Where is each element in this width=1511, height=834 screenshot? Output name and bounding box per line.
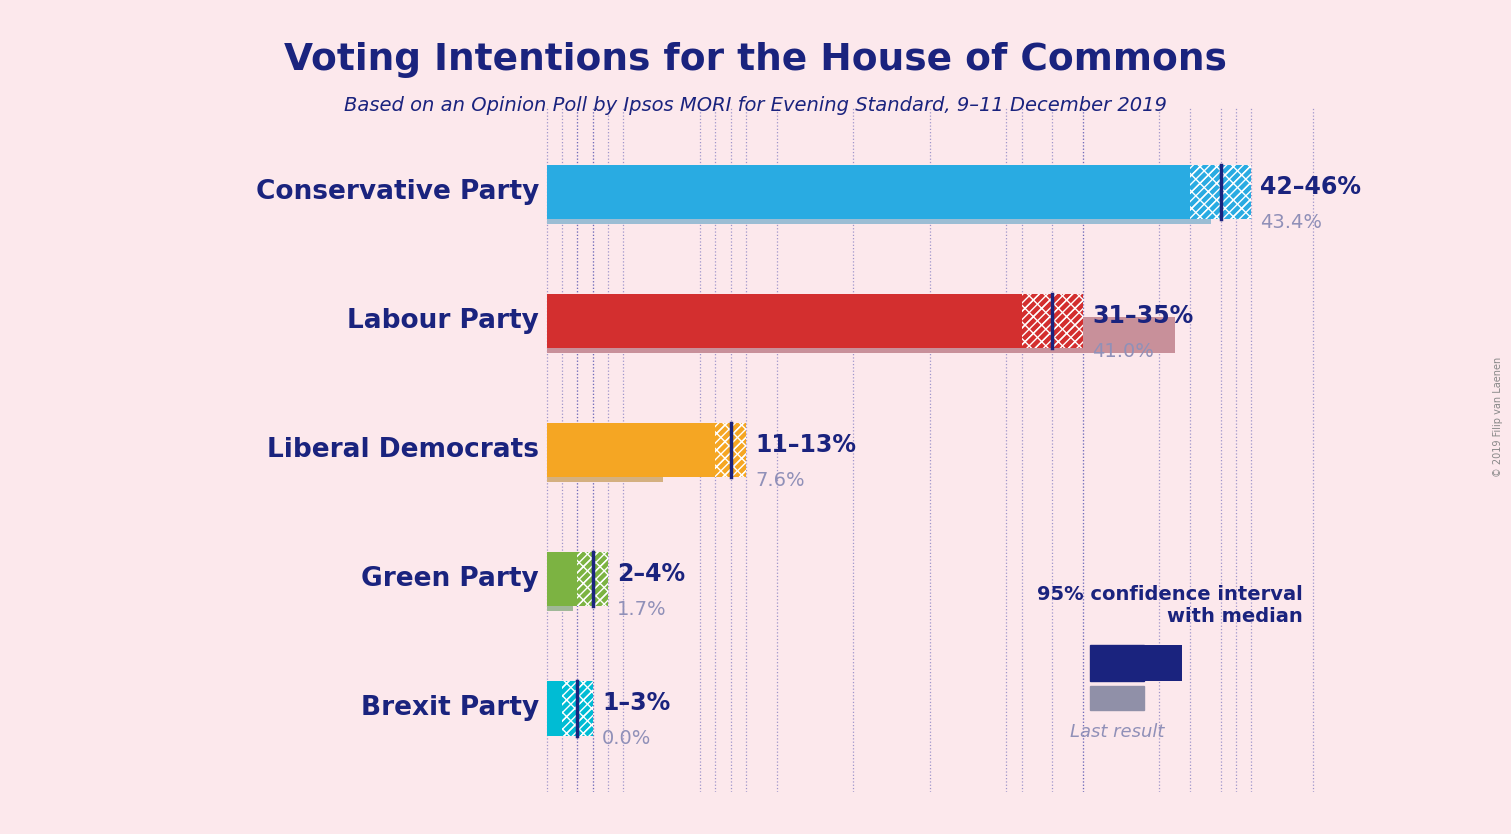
Bar bbox=[1021, 294, 1083, 349]
Bar bbox=[715, 424, 746, 477]
Text: 42–46%: 42–46% bbox=[1260, 175, 1361, 198]
Bar bbox=[547, 294, 1021, 349]
Text: Conservative Party: Conservative Party bbox=[255, 179, 539, 205]
Text: 1.7%: 1.7% bbox=[618, 600, 666, 619]
Bar bbox=[577, 552, 607, 606]
Bar bbox=[1091, 686, 1144, 710]
Bar bbox=[1191, 165, 1251, 219]
Bar bbox=[547, 575, 573, 611]
Text: Green Party: Green Party bbox=[361, 566, 539, 592]
Text: 41.0%: 41.0% bbox=[1092, 342, 1154, 360]
Bar bbox=[547, 424, 715, 477]
Bar bbox=[547, 552, 577, 606]
Bar bbox=[547, 165, 1191, 219]
Bar bbox=[1091, 646, 1144, 681]
Text: Brexit Party: Brexit Party bbox=[361, 696, 539, 721]
Text: 2–4%: 2–4% bbox=[618, 562, 686, 586]
Text: 95% confidence interval
with median: 95% confidence interval with median bbox=[1037, 585, 1302, 626]
Text: © 2019 Filip van Laenen: © 2019 Filip van Laenen bbox=[1493, 357, 1503, 477]
Text: 11–13%: 11–13% bbox=[756, 433, 857, 457]
Text: 7.6%: 7.6% bbox=[756, 470, 805, 490]
Text: Liberal Democrats: Liberal Democrats bbox=[267, 437, 539, 464]
Text: Voting Intentions for the House of Commons: Voting Intentions for the House of Commo… bbox=[284, 42, 1227, 78]
Bar bbox=[577, 552, 607, 606]
Bar bbox=[715, 424, 746, 477]
Bar bbox=[562, 681, 592, 736]
Bar bbox=[547, 317, 1174, 353]
Text: Based on an Opinion Poll by Ipsos MORI for Evening Standard, 9–11 December 2019: Based on an Opinion Poll by Ipsos MORI f… bbox=[345, 96, 1166, 115]
Text: Last result: Last result bbox=[1070, 722, 1165, 741]
Text: 0.0%: 0.0% bbox=[601, 729, 651, 748]
Bar bbox=[547, 681, 562, 736]
Text: Labour Party: Labour Party bbox=[348, 309, 539, 334]
Text: 43.4%: 43.4% bbox=[1260, 213, 1322, 232]
Bar bbox=[1021, 294, 1083, 349]
Bar bbox=[547, 446, 663, 482]
Bar bbox=[562, 681, 592, 736]
Bar bbox=[1144, 646, 1183, 681]
Text: 1–3%: 1–3% bbox=[601, 691, 671, 715]
Text: 31–35%: 31–35% bbox=[1092, 304, 1194, 328]
Bar bbox=[547, 188, 1212, 224]
Bar bbox=[1191, 165, 1251, 219]
Bar bbox=[1144, 646, 1183, 681]
